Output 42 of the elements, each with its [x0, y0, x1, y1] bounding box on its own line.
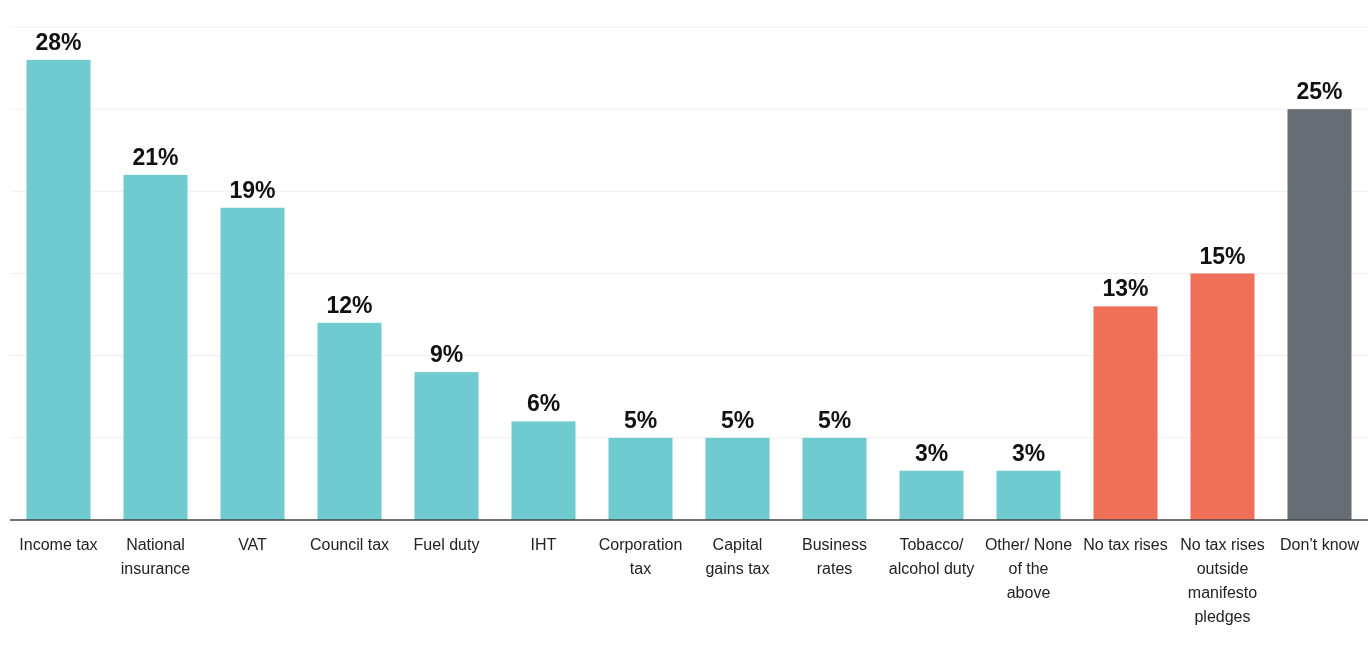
bar: [511, 421, 576, 520]
data-label: 6%: [526, 390, 561, 417]
data-label: 21%: [132, 143, 179, 170]
x-tick-label: Don’t know: [1279, 536, 1360, 553]
x-tick-label: Other/ None of the above: [984, 536, 1073, 601]
bar: [220, 207, 285, 520]
x-tick-label: No tax rises: [1083, 536, 1168, 553]
data-label: 12%: [326, 291, 373, 318]
x-tick-label: Council tax: [309, 536, 390, 553]
bar: [1190, 273, 1255, 520]
x-tick-label: Income tax: [19, 536, 98, 553]
x-tick-label: VAT: [238, 536, 268, 553]
data-label: 5%: [720, 406, 755, 433]
x-tick-label: No tax rises outside manifesto pledges: [1180, 536, 1265, 625]
bar: [123, 174, 188, 520]
data-label: 3%: [1011, 439, 1046, 466]
data-label: 5%: [623, 406, 658, 433]
bar: [1287, 109, 1352, 520]
data-label: 9%: [429, 341, 464, 368]
x-tick-label: Tobacco/ alcohol duty: [888, 536, 975, 577]
bar: [996, 470, 1061, 520]
x-tick-label: Business rates: [802, 536, 867, 577]
data-label: 28%: [35, 28, 82, 55]
bar: [705, 437, 770, 520]
bar: [1093, 306, 1158, 520]
data-label: 19%: [229, 176, 276, 203]
x-tick-label: Capital gains tax: [705, 536, 770, 577]
bar: [899, 470, 964, 520]
data-label: 13%: [1102, 275, 1149, 302]
bar: [317, 322, 382, 520]
x-tick-label: Fuel duty: [413, 536, 480, 553]
data-label: 5%: [817, 406, 852, 433]
x-tick-label: National insurance: [120, 536, 191, 577]
data-label: 3%: [914, 439, 949, 466]
bar: [802, 437, 867, 520]
data-label: 25%: [1296, 78, 1343, 105]
x-tick-label: IHT: [530, 536, 557, 553]
data-label: 15%: [1199, 242, 1246, 269]
bar: [608, 437, 673, 520]
x-tick-label: Corporation tax: [598, 536, 683, 577]
bar: [414, 372, 479, 520]
bar: [26, 59, 91, 520]
